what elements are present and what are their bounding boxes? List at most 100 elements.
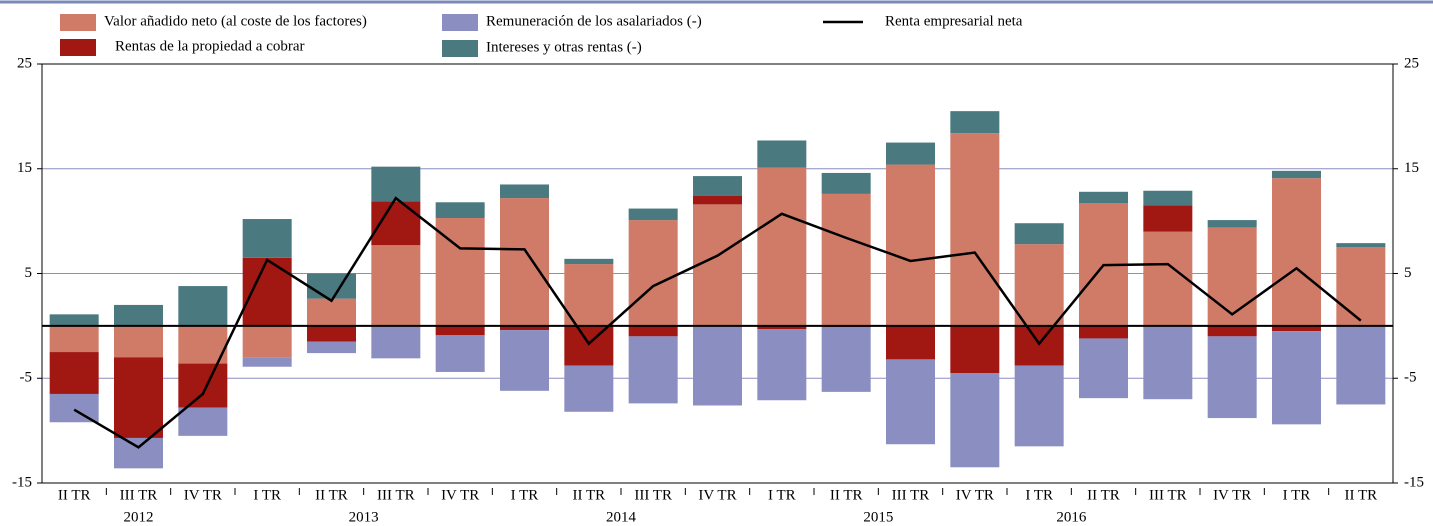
bar-segment xyxy=(49,393,99,423)
bar-segment xyxy=(307,298,356,326)
bar-segment xyxy=(1079,325,1128,339)
y2-tick-label: -15 xyxy=(1404,474,1424,490)
x-tick-label: IV TR xyxy=(1213,487,1251,503)
y2-tick-label: 5 xyxy=(1404,265,1412,281)
x-tick-label: I TR xyxy=(1283,487,1311,503)
bar-segment xyxy=(1143,205,1193,232)
bar-segment xyxy=(1272,170,1321,179)
bar-segment xyxy=(500,330,549,391)
y2-tick-label: -5 xyxy=(1404,370,1417,386)
bar-segment xyxy=(1272,331,1321,425)
bar-segment xyxy=(1014,223,1064,245)
y-tick-label: 25 xyxy=(17,55,32,71)
x-tick-label: IV TR xyxy=(956,487,994,503)
y2-tick-label: 25 xyxy=(1404,55,1419,71)
bar-segment xyxy=(1143,190,1193,206)
bar-segment xyxy=(886,359,935,445)
x-tick-label: II TR xyxy=(1087,487,1120,503)
bar-segment xyxy=(1079,338,1128,399)
bar-segment xyxy=(628,336,678,404)
bar-segment xyxy=(307,341,356,354)
bar-segment xyxy=(757,140,807,168)
legend-swatch xyxy=(60,39,96,56)
y-tick-label: -15 xyxy=(12,474,32,490)
bar-segment xyxy=(1272,178,1321,326)
bar-segment xyxy=(242,325,292,358)
x-tick-label: II TR xyxy=(1345,487,1378,503)
bar-segment xyxy=(1207,325,1257,337)
x-tick-label: III TR xyxy=(120,487,158,503)
bar-segment xyxy=(886,325,935,360)
bar-segment xyxy=(371,166,421,202)
bar-segment xyxy=(693,176,742,196)
x-tick-label: III TR xyxy=(634,487,672,503)
bar-segment xyxy=(114,304,163,326)
bar-segment xyxy=(1143,231,1193,326)
legend-label: Intereses y otras rentas (-) xyxy=(486,39,642,55)
bar-segment xyxy=(821,193,871,326)
bar-segment xyxy=(757,167,807,326)
bar-segment xyxy=(114,325,163,358)
bar-segment xyxy=(1014,325,1064,366)
x-tick-label: III TR xyxy=(1149,487,1187,503)
bar-segment xyxy=(1079,191,1128,204)
bar-segment xyxy=(178,407,228,436)
bar-segment xyxy=(564,325,614,366)
bar-segment xyxy=(1207,336,1257,419)
bar-segment xyxy=(114,357,163,438)
bar-segment xyxy=(821,172,871,194)
bar-segment xyxy=(1143,325,1193,400)
x-tick-label: IV TR xyxy=(441,487,479,503)
legend-swatch xyxy=(442,40,478,57)
x-tick-label: IV TR xyxy=(184,487,222,503)
x-tick-label: II TR xyxy=(573,487,606,503)
x-tick-label: IV TR xyxy=(698,487,736,503)
bar-segment xyxy=(628,208,678,221)
bar-segment xyxy=(49,325,99,353)
bar-segment xyxy=(1336,243,1386,248)
year-label: 2015 xyxy=(863,509,893,525)
year-label: 2014 xyxy=(606,509,637,525)
x-tick-label: II TR xyxy=(58,487,91,503)
bar-segment xyxy=(435,335,485,372)
bar-segment xyxy=(757,325,807,330)
bar-segment xyxy=(371,245,421,326)
bar-segment xyxy=(757,329,807,401)
bar-segment xyxy=(371,325,421,359)
bar-segment xyxy=(1207,220,1257,228)
year-label: 2012 xyxy=(124,509,154,525)
bar-segment xyxy=(693,195,742,205)
year-label: 2016 xyxy=(1056,509,1087,525)
bar-segment xyxy=(49,352,99,394)
year-label: 2013 xyxy=(349,509,379,525)
bar-segment xyxy=(1336,247,1386,326)
bar-segment xyxy=(564,258,614,265)
bar-segment xyxy=(1014,244,1064,326)
bar-segment xyxy=(693,204,742,326)
bar-segment xyxy=(564,264,614,326)
x-tick-label: II TR xyxy=(830,487,863,503)
bar-segment xyxy=(886,142,935,165)
bar-segment xyxy=(1336,325,1386,405)
line-series xyxy=(73,196,1362,449)
x-tick-label: III TR xyxy=(892,487,930,503)
bar-segment xyxy=(564,365,614,412)
y-tick-label: 15 xyxy=(17,160,32,176)
y2-tick-label: 15 xyxy=(1404,160,1419,176)
bar-segment xyxy=(307,273,356,299)
legend-label: Rentas de la propiedad a cobrar xyxy=(115,38,305,54)
x-tick-label: I TR xyxy=(253,487,281,503)
bar-segment xyxy=(950,133,1000,326)
bar-segment xyxy=(628,325,678,337)
bar-segment xyxy=(435,202,485,218)
bar-segment xyxy=(435,325,485,336)
legend-swatch xyxy=(442,14,478,31)
bar-segment xyxy=(950,373,1000,468)
legend-label: Renta empresarial neta xyxy=(885,13,1023,29)
x-tick-label: I TR xyxy=(511,487,539,503)
plot-frame xyxy=(41,63,1394,484)
bar-segment xyxy=(950,325,1000,374)
legend-label: Valor añadido neto (al coste de los fact… xyxy=(104,13,367,29)
y-tick-label: -5 xyxy=(20,370,33,386)
bar-segment xyxy=(49,314,99,326)
